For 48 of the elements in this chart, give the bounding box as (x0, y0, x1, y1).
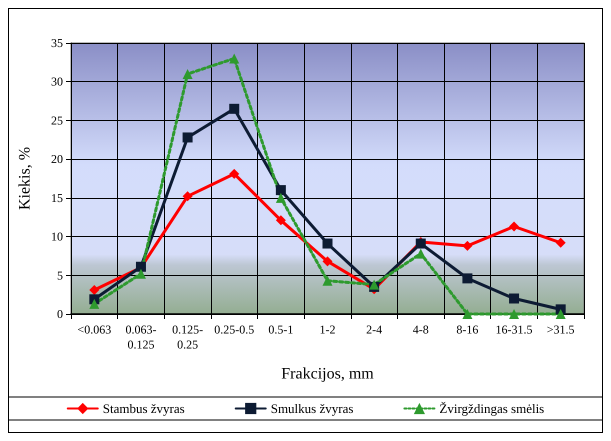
x-tick-label: 0.125- 0.25 (172, 322, 204, 352)
point (229, 53, 240, 64)
point (462, 273, 472, 284)
point (276, 192, 286, 203)
x-axis-title: Frakcijos, mm (281, 366, 374, 382)
x-tick-label: 1-2 (320, 322, 336, 336)
point (182, 68, 193, 79)
y-tick-label: 30 (51, 74, 63, 89)
point (322, 238, 332, 249)
point (509, 222, 520, 232)
point (416, 248, 426, 259)
x-tick-label: 0.063- 0.125 (125, 322, 156, 352)
point (462, 309, 472, 319)
legend-label: Smulkus žvyras (270, 401, 354, 416)
y-tick-label: 10 (51, 230, 63, 244)
x-tick-label: <0.063 (77, 322, 112, 336)
point (182, 191, 193, 202)
x-tick-label: 4-8 (412, 322, 429, 336)
x-tick-label: 2-4 (366, 322, 382, 336)
point (509, 309, 520, 319)
x-tick-label: 16-31.5 (496, 322, 533, 336)
x-tick-label: >31.5 (546, 322, 575, 336)
x-tick-label: 0.25-0.5 (214, 322, 254, 336)
point (229, 104, 240, 114)
x-tick-label: 8-16 (456, 322, 478, 336)
point (462, 240, 472, 251)
y-tick-label: 20 (51, 152, 63, 166)
y-tick-label: 15 (51, 190, 63, 205)
point (182, 132, 193, 142)
y-tick-label: 35 (51, 36, 63, 50)
point (276, 185, 286, 196)
point (322, 256, 332, 266)
point (276, 215, 286, 226)
legend-label: Stambus žvyras (102, 401, 185, 416)
x-tick-label: 0.5-1 (268, 322, 294, 336)
point (89, 284, 100, 295)
point (229, 168, 240, 179)
point (136, 268, 146, 279)
y-tick-label: 5 (57, 268, 63, 282)
y-axis-title: Kiekis, % (16, 146, 34, 210)
y-tick-label: 0 (57, 307, 63, 321)
point (509, 294, 520, 304)
point (89, 298, 100, 309)
point (322, 276, 332, 286)
legend-label: Žvirgždingas smėlis (439, 401, 544, 416)
point (556, 309, 566, 319)
point (556, 238, 566, 248)
y-tick-label: 25 (51, 113, 63, 128)
